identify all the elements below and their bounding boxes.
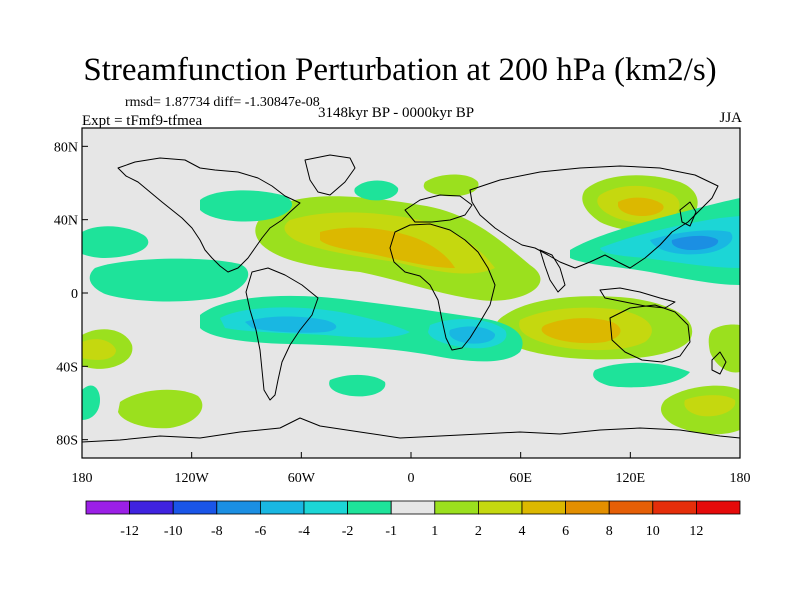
colorbar-label: -8: [211, 524, 223, 539]
colorbar-label: -1: [385, 524, 397, 539]
y-tick-label: 80N: [54, 140, 78, 155]
colorbar-label: 10: [646, 524, 660, 539]
contour-positive-15: [708, 324, 740, 373]
x-tick-label: 60W: [288, 471, 316, 486]
plot-title: Streamfunction Perturbation at 200 hPa (…: [83, 52, 717, 88]
colorbar-label: 6: [562, 524, 569, 539]
contour-positive-6: [618, 197, 664, 216]
colorbar-swatch: [652, 500, 697, 515]
colorbar-swatch: [390, 500, 436, 515]
contour-positive-9: [541, 318, 621, 344]
contour-negative-9: [671, 235, 719, 250]
colorbar-swatch: [129, 500, 174, 515]
y-axis: 80N 40N 0 40S 80S: [54, 140, 88, 449]
y-tick-label: 40S: [56, 360, 78, 375]
contour-negative-13: [200, 190, 293, 222]
season-label: JJA: [719, 110, 742, 126]
coast-new-zealand: [711, 351, 727, 375]
contour-negative-14: [354, 180, 399, 201]
colorbar: -12 -10 -8 -6 -4 -2 -1 1 2 4 6 8 10 12: [85, 500, 741, 539]
colorbar-swatch: [303, 500, 348, 515]
x-tick-label: 180: [72, 471, 93, 486]
colorbar-swatch: [172, 500, 218, 515]
colorbar-label: 1: [431, 524, 438, 539]
contour-negative-10: [82, 226, 149, 258]
contour-positive-14: [684, 395, 736, 417]
coast-africa: [389, 223, 496, 351]
colorbar-swatch: [696, 500, 741, 515]
stats-label: rmsd= 1.87734 diff= -1.30847e-08: [125, 95, 320, 110]
contour-positive-10: [423, 174, 479, 197]
map-area: [82, 128, 740, 458]
colorbar-swatch: [347, 500, 392, 515]
x-tick-label: 0: [408, 471, 415, 486]
contour-negative-11: [89, 258, 249, 302]
experiment-label: Expt = tFmf9-tfmea: [82, 113, 203, 129]
contour-fill: [82, 174, 740, 435]
colorbar-label: 2: [475, 524, 482, 539]
x-tick-label: 180: [730, 471, 751, 486]
coast-asia: [469, 165, 719, 269]
contour-positive-16: [118, 389, 203, 429]
y-tick-label: 0: [71, 287, 78, 302]
colorbar-label: -6: [255, 524, 267, 539]
colorbar-label: -12: [120, 524, 139, 539]
coast-greenland: [304, 154, 356, 196]
colorbar-label: -4: [298, 524, 310, 539]
coast-japan: [679, 201, 697, 227]
colorbar-swatch: [434, 500, 479, 515]
contour-positive-12: [82, 339, 116, 360]
colorbar-swatch: [85, 500, 130, 515]
colorbar-label: 12: [689, 524, 703, 539]
colorbar-label: -10: [164, 524, 183, 539]
contour-negative-15: [593, 362, 690, 388]
contour-negative-12: [82, 385, 100, 420]
colorbar-label: -2: [342, 524, 354, 539]
coast-india: [539, 249, 566, 293]
colorbar-label: 4: [519, 524, 526, 539]
colorbar-label: 8: [606, 524, 613, 539]
contour-positive-3: [320, 227, 455, 268]
colorbar-swatch: [521, 500, 566, 515]
colorbar-swatch: [259, 500, 305, 515]
coast-south-america: [245, 267, 319, 401]
coast-australia: [609, 304, 691, 363]
colorbar-swatch: [477, 500, 523, 515]
y-tick-label: 80S: [56, 434, 78, 449]
x-tick-label: 120E: [616, 471, 646, 486]
colorbar-swatch: [565, 500, 610, 515]
x-tick-label: 120W: [175, 471, 210, 486]
contour-negative-3: [245, 316, 337, 333]
colorbar-swatch: [608, 500, 654, 515]
coast-indonesia: [599, 287, 676, 309]
coastlines: [82, 154, 740, 443]
x-axis: 180 120W 60W 0 60E 120E 180: [72, 452, 751, 486]
contour-negative-16: [329, 374, 386, 397]
y-tick-label: 40N: [54, 214, 78, 229]
coast-europe: [404, 194, 473, 223]
coast-antarctica: [82, 417, 740, 443]
colorbar-swatch: [216, 500, 261, 515]
coast-north-america: [117, 157, 301, 273]
x-tick-label: 60E: [509, 471, 532, 486]
period-label: 3148kyr BP - 0000kyr BP: [318, 105, 475, 121]
